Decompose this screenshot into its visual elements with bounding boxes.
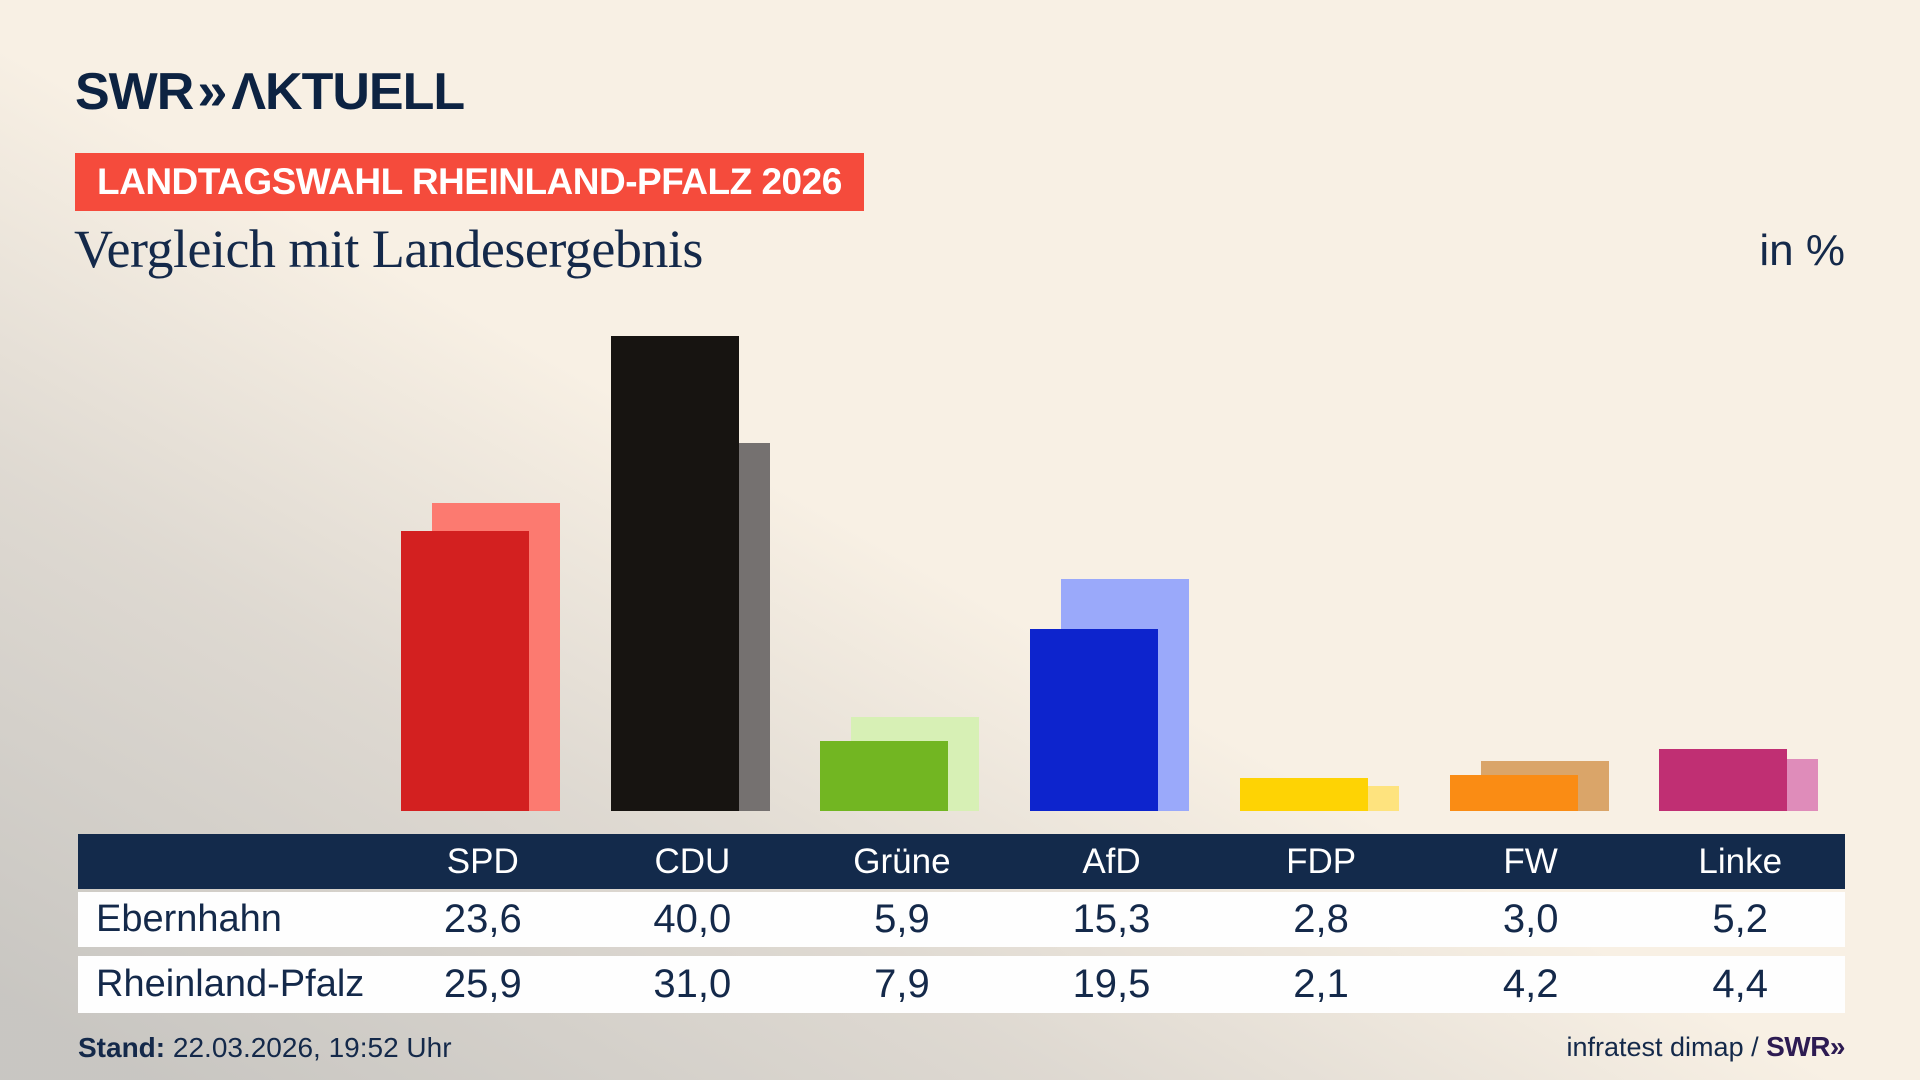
source-credit: infratest dimap / SWR»	[1567, 1031, 1846, 1063]
bar-ebernhahn-AfD	[1030, 629, 1159, 811]
bar-ebernhahn-Grüne	[820, 740, 949, 811]
stand-value: 22.03.2026, 19:52 Uhr	[165, 1032, 452, 1063]
bar-ebernhahn-CDU	[610, 336, 739, 811]
unit-label: in %	[1759, 226, 1845, 275]
value-cell-CDU: 40,0	[653, 897, 732, 941]
column-header-AfD: AfD	[1082, 841, 1141, 881]
value-cell-Grüne: 5,9	[874, 897, 930, 941]
table-header-row: SPD CDU Grüne AfD FDP FW Linke	[78, 834, 1845, 889]
source-text: infratest dimap /	[1566, 1032, 1767, 1062]
bar-ebernhahn-SPD	[401, 530, 529, 811]
bar-ebernhahn-FDP	[1239, 777, 1368, 811]
swr-source-logo: SWR»	[1766, 1031, 1845, 1062]
table-row-rheinland-pfalz: Rheinland-Pfalz 25,9 31,0 7,9 19,5 2,1 4,2 4,4	[78, 956, 1845, 1013]
column-header-CDU: CDU	[654, 841, 731, 881]
row-label: Rheinland-Pfalz	[96, 963, 365, 1005]
column-header-SPD: SPD	[446, 841, 519, 881]
value-cell-Grüne: 7,9	[874, 962, 930, 1006]
value-cell-CDU: 31,0	[653, 962, 732, 1006]
value-cell-AfD: 15,3	[1072, 897, 1151, 941]
column-header-FW: FW	[1503, 841, 1558, 881]
value-cell-FDP: 2,1	[1293, 962, 1349, 1006]
election-badge: LANDTAGSWAHL RHEINLAND-PFALZ 2026	[75, 153, 864, 211]
timestamp: Stand: 22.03.2026, 19:52 Uhr	[78, 1032, 452, 1064]
swr-logo-text: SWR	[75, 63, 194, 121]
bar-ebernhahn-Linke	[1659, 749, 1788, 811]
value-cell-SPD: 23,6	[443, 897, 522, 941]
swr-aktuell-logo: SWR» ΛKTUELL	[75, 63, 465, 121]
column-header-FDP: FDP	[1286, 841, 1357, 881]
value-cell-Linke: 4,4	[1712, 962, 1768, 1006]
value-cell-FDP: 2,8	[1293, 897, 1349, 941]
column-header-Grüne: Grüne	[853, 841, 951, 881]
column-header-Linke: Linke	[1698, 841, 1783, 881]
value-cell-AfD: 19,5	[1072, 962, 1151, 1006]
bar-ebernhahn-FW	[1449, 775, 1578, 811]
chart-title: Vergleich mit Landesergebnis	[74, 219, 703, 279]
stand-label: Stand:	[78, 1032, 166, 1063]
table-row-ebernhahn: Ebernhahn 23,6 40,0 5,9 15,3 2,8 3,0 5,2	[78, 892, 1845, 947]
value-cell-Linke: 5,2	[1712, 897, 1768, 941]
row-label: Ebernhahn	[96, 898, 282, 940]
value-cell-FW: 3,0	[1502, 897, 1559, 941]
aktuell-logo-text: ΛKTUELL	[231, 63, 465, 121]
value-cell-FW: 4,2	[1502, 962, 1559, 1006]
value-cell-SPD: 25,9	[443, 962, 522, 1006]
